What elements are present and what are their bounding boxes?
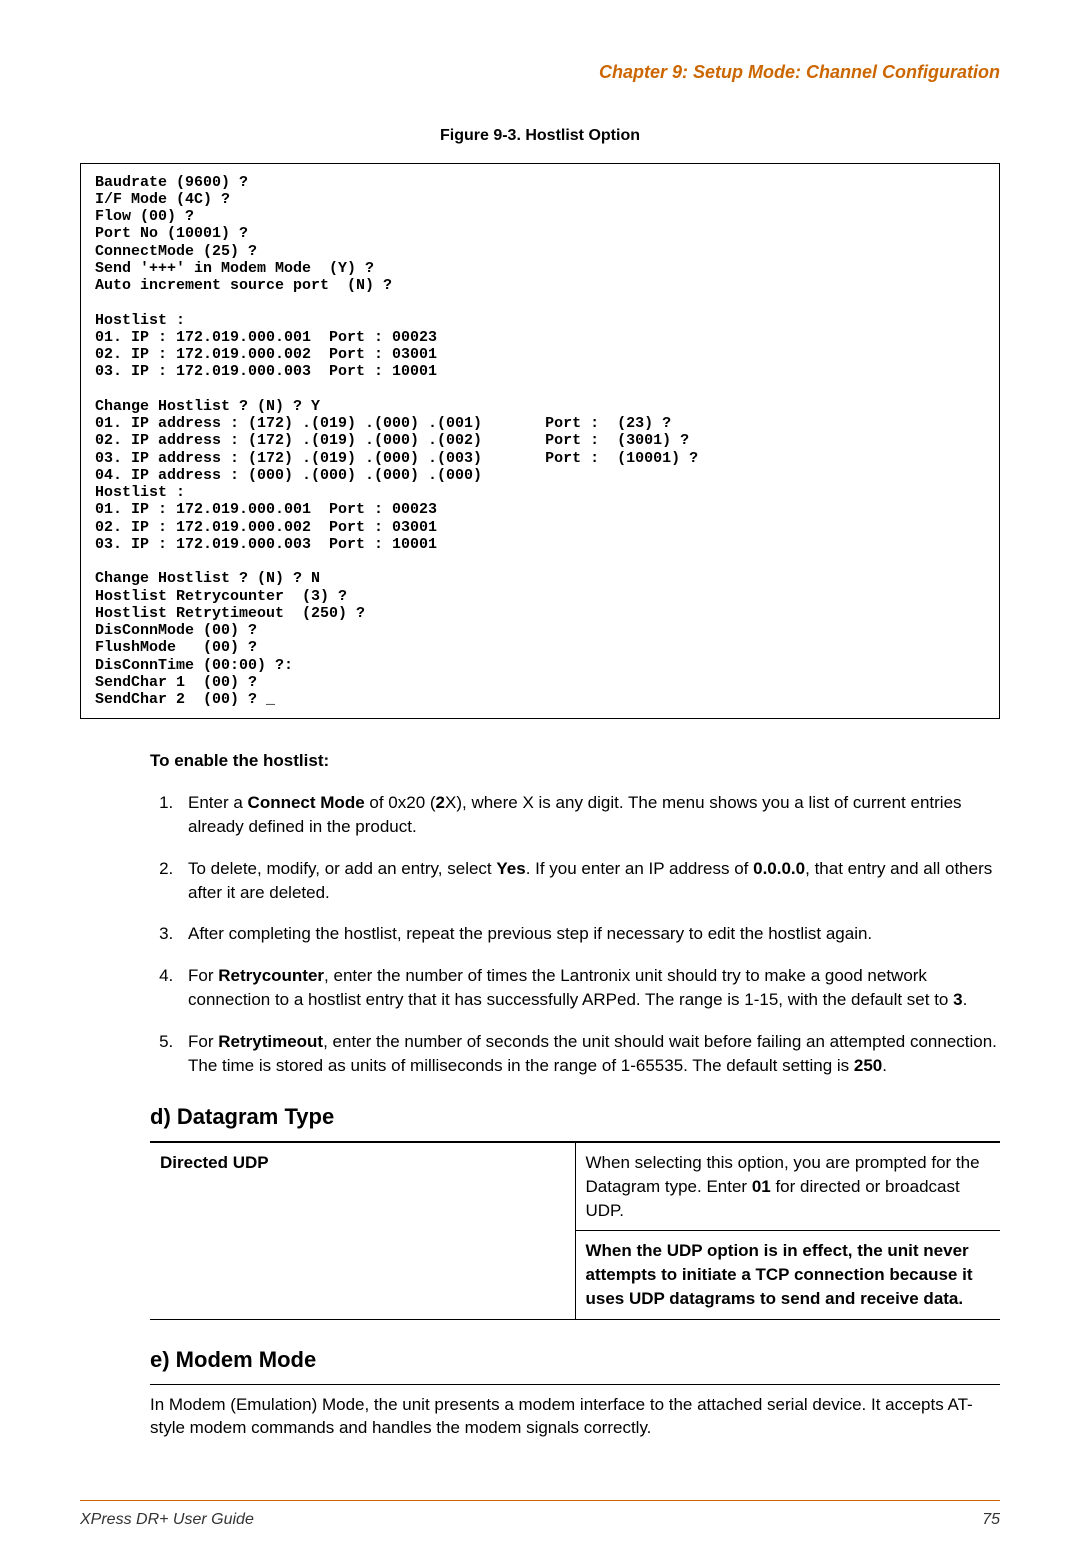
step-text: of 0x20 ( bbox=[365, 793, 436, 812]
chapter-header: Chapter 9: Setup Mode: Channel Configura… bbox=[80, 60, 1000, 85]
section-e-heading: e) Modem Mode bbox=[150, 1345, 1000, 1376]
datagram-label: Directed UDP bbox=[150, 1143, 575, 1320]
step-text: For bbox=[188, 966, 218, 985]
step-text: . If you enter an IP address of bbox=[526, 859, 753, 878]
step-text: For bbox=[188, 1032, 218, 1051]
step-4: For Retrycounter, enter the number of ti… bbox=[178, 964, 1000, 1012]
enable-hostlist-steps: Enter a Connect Mode of 0x20 (2X), where… bbox=[150, 791, 1000, 1077]
table-row: Directed UDP When selecting this option,… bbox=[150, 1143, 1000, 1231]
terminal-output: Baudrate (9600) ? I/F Mode (4C) ? Flow (… bbox=[80, 163, 1000, 720]
cell-bold: 01 bbox=[752, 1177, 771, 1196]
page-footer: XPress DR+ User Guide 75 bbox=[80, 1500, 1000, 1531]
step-bold: 2 bbox=[436, 793, 445, 812]
step-bold: Yes bbox=[496, 859, 525, 878]
step-bold: 3 bbox=[953, 990, 962, 1009]
divider bbox=[150, 1384, 1000, 1385]
step-text: Enter a bbox=[188, 793, 248, 812]
step-text: To delete, modify, or add an entry, sele… bbox=[188, 859, 496, 878]
step-text: . bbox=[882, 1056, 887, 1075]
datagram-table: Directed UDP When selecting this option,… bbox=[150, 1142, 1000, 1320]
step-text: . bbox=[963, 990, 968, 1009]
step-bold: 250 bbox=[854, 1056, 882, 1075]
step-1: Enter a Connect Mode of 0x20 (2X), where… bbox=[178, 791, 1000, 839]
datagram-cell: When the UDP option is in effect, the un… bbox=[575, 1231, 1000, 1319]
step-bold: 0.0.0.0 bbox=[753, 859, 805, 878]
footer-title: XPress DR+ User Guide bbox=[80, 1509, 254, 1531]
step-bold: Connect Mode bbox=[248, 793, 365, 812]
step-bold: Retrycounter bbox=[218, 966, 324, 985]
step-3: After completing the hostlist, repeat th… bbox=[178, 922, 1000, 946]
datagram-cell: When selecting this option, you are prom… bbox=[575, 1143, 1000, 1231]
step-5: For Retrytimeout, enter the number of se… bbox=[178, 1030, 1000, 1078]
enable-hostlist-heading: To enable the hostlist: bbox=[150, 749, 1000, 773]
modem-mode-body: In Modem (Emulation) Mode, the unit pres… bbox=[150, 1393, 1000, 1441]
section-d-heading: d) Datagram Type bbox=[150, 1102, 1000, 1133]
footer-page-number: 75 bbox=[982, 1509, 1000, 1531]
step-bold: Retrytimeout bbox=[218, 1032, 323, 1051]
step-2: To delete, modify, or add an entry, sele… bbox=[178, 857, 1000, 905]
figure-caption: Figure 9-3. Hostlist Option bbox=[80, 125, 1000, 147]
step-text: After completing the hostlist, repeat th… bbox=[188, 924, 872, 943]
